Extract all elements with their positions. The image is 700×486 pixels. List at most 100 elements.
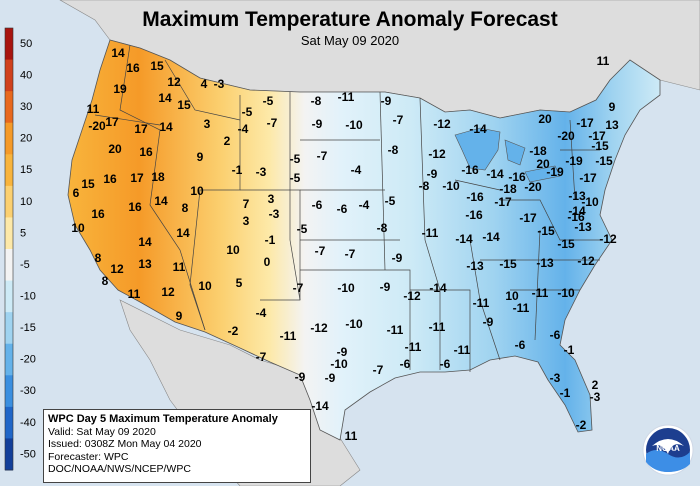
anomaly-value: 18	[151, 170, 165, 184]
state-boundaries	[94, 44, 600, 372]
anomaly-value: -9	[483, 315, 494, 329]
anomaly-value: -11	[473, 296, 490, 310]
anomaly-value: -7	[256, 350, 267, 364]
anomaly-value: -15	[595, 154, 613, 168]
anomaly-value: 9	[197, 150, 204, 164]
anomaly-value: 10	[71, 221, 85, 235]
noaa-logo: NOAA	[642, 424, 694, 476]
legend-label: 40	[20, 70, 32, 82]
anomaly-value: 20	[538, 112, 552, 126]
legend-label: 5	[20, 227, 26, 239]
anomaly-value: 8	[95, 251, 102, 265]
legend-label: -30	[20, 385, 36, 397]
info-source: DOC/NOAA/NWS/NCEP/WPC	[48, 463, 191, 475]
anomaly-value: -15	[557, 237, 575, 251]
anomaly-value: 9	[176, 309, 183, 323]
anomaly-value: -17	[588, 129, 606, 143]
anomaly-value: -9	[325, 371, 336, 385]
anomaly-value: -3	[214, 77, 225, 91]
anomaly-value: 15	[81, 177, 95, 191]
anomaly-value: -15	[591, 139, 609, 153]
anomaly-value: -16	[465, 208, 483, 222]
anomaly-value: -5	[290, 152, 301, 166]
anomaly-value: -11	[532, 286, 549, 300]
anomaly-value: 12	[161, 285, 175, 299]
anomaly-value: -11	[429, 320, 446, 334]
anomaly-value: -12	[577, 254, 595, 268]
anomaly-value: -17	[519, 211, 537, 225]
anomaly-value: -5	[263, 94, 274, 108]
anomaly-value: 11	[345, 429, 358, 443]
anomaly-value: -7	[315, 244, 326, 258]
anomaly-value: 16	[126, 61, 140, 75]
anomaly-value: 20	[536, 157, 550, 171]
anomaly-value: -9	[295, 370, 306, 384]
anomaly-value: 11	[173, 260, 186, 274]
anomaly-value: -7	[293, 281, 304, 295]
legend-color-bar	[4, 27, 14, 471]
anomaly-value: -8	[388, 143, 399, 157]
legend-label: -20	[20, 354, 36, 366]
info-product-name: WPC Day 5 Maximum Temperature Anomaly	[48, 413, 278, 425]
legend-label: 20	[20, 133, 32, 145]
anomaly-value: 19	[113, 82, 127, 96]
anomaly-value: 14	[159, 120, 173, 134]
anomaly-value: 4	[201, 77, 208, 91]
anomaly-value: 3	[243, 214, 250, 228]
anomaly-value: 3	[204, 117, 211, 131]
legend-label: -10	[20, 291, 36, 303]
legend-label: -5	[20, 259, 30, 271]
legend-label: 15	[20, 164, 32, 176]
anomaly-value: 20	[108, 142, 122, 156]
anomaly-value: -17	[579, 171, 597, 185]
anomaly-value: -6	[550, 328, 561, 342]
anomaly-value: -5	[290, 171, 301, 185]
anomaly-value: -12	[599, 232, 617, 246]
anomaly-value: -12	[433, 117, 451, 131]
anomaly-value: -9	[381, 94, 392, 108]
anomaly-value: -14	[455, 232, 473, 246]
anomaly-value: 16	[91, 207, 105, 221]
anomaly-value: -4	[359, 198, 370, 212]
anomaly-value: 15	[150, 59, 164, 73]
anomaly-value: 0	[264, 255, 271, 269]
anomaly-value: -1	[564, 343, 575, 357]
anomaly-value: -11	[405, 340, 422, 354]
legend-swatch	[5, 154, 13, 187]
anomaly-value: 2	[224, 134, 231, 148]
anomaly-value: -14	[469, 122, 487, 136]
anomaly-value: -5	[297, 222, 308, 236]
anomaly-value: -7	[345, 247, 356, 261]
info-issued: Issued: 0308Z Mon May 04 2020	[48, 438, 202, 450]
anomaly-value: -6	[337, 202, 348, 216]
anomaly-value: -10	[581, 195, 599, 209]
anomaly-value: -13	[466, 259, 484, 273]
anomaly-value: 10	[226, 243, 240, 257]
anomaly-value: 10	[190, 184, 204, 198]
anomaly-value: -14	[486, 167, 504, 181]
legend-swatch	[5, 28, 13, 61]
anomaly-value: 10	[198, 279, 212, 293]
legend-label: -50	[20, 448, 36, 460]
map-title: Maximum Temperature Anomaly Forecast	[142, 8, 558, 31]
anomaly-value: 14	[138, 235, 152, 249]
anomaly-value: 17	[130, 171, 144, 185]
anomaly-value: 2	[592, 378, 599, 392]
anomaly-value: -11	[454, 343, 471, 357]
legend-label: 30	[20, 101, 32, 113]
legend-swatch	[5, 217, 13, 250]
anomaly-value: -5	[242, 105, 253, 119]
anomaly-value: -16	[461, 163, 479, 177]
anomaly-value: -6	[400, 357, 411, 371]
anomaly-value: -2	[576, 418, 587, 432]
legend-label: -40	[20, 417, 36, 429]
anomaly-value: 16	[139, 145, 153, 159]
anomaly-value: -2	[228, 324, 239, 338]
anomaly-value: -7	[317, 149, 328, 163]
anomaly-value: -11	[280, 329, 297, 343]
anomaly-value: -10	[345, 317, 363, 331]
anomaly-value: -4	[256, 306, 267, 320]
anomaly-value: -9	[427, 167, 438, 181]
anomaly-value: 7	[243, 197, 250, 211]
anomaly-value: -17	[576, 116, 594, 130]
